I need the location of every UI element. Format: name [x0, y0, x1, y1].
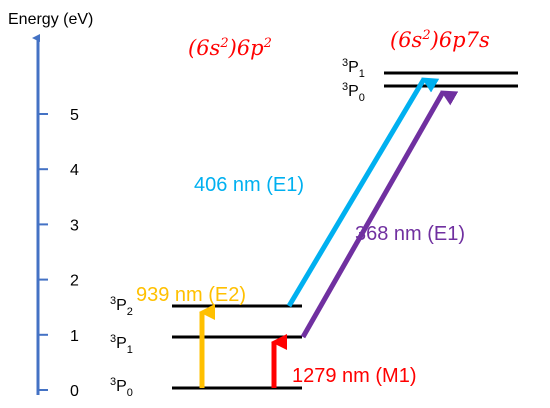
- axis-tick-label: 0: [70, 383, 79, 400]
- label-1279nm: 1279 nm (M1): [292, 365, 417, 387]
- level-label-lower-3P1: 3P1: [110, 333, 133, 356]
- axis-tick-label: 4: [70, 162, 79, 179]
- axis-tick-label: 2: [70, 273, 79, 290]
- axis-ticks: 0 1 2 3 4 5: [38, 107, 79, 400]
- axis-tick-label: 3: [70, 217, 79, 234]
- level-label-upper-3P1: 3P1: [342, 57, 365, 80]
- label-406nm: 406 nm (E1): [194, 174, 304, 196]
- axis-title: Energy (eV): [8, 11, 93, 28]
- arrow-406nm: [286, 77, 440, 308]
- level-label-upper-3P0: 3P0: [342, 81, 365, 104]
- arrow-368nm: [300, 90, 459, 339]
- label-939nm: 939 nm (E2): [136, 284, 246, 306]
- label-368nm: 368 nm (E1): [355, 223, 465, 245]
- level-label-lower-3P0: 3P0: [110, 376, 133, 399]
- config-lower: (6s2)6p2: [188, 36, 272, 60]
- level-label-lower-3P2: 3P2: [110, 295, 133, 318]
- axis-tick-label: 5: [70, 107, 79, 124]
- axis-tick-label: 1: [70, 328, 79, 345]
- config-upper: (6s2)6p7s: [390, 28, 490, 52]
